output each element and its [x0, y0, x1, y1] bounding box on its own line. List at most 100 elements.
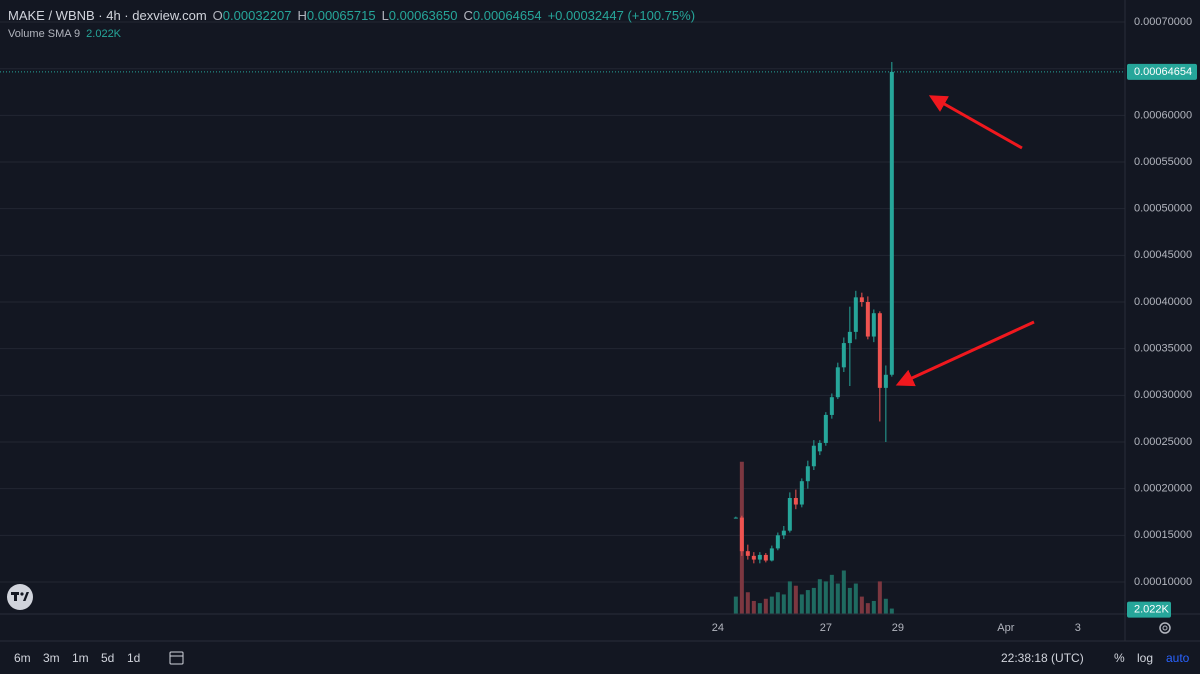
range-button[interactable]: 1d — [127, 651, 141, 665]
volume-bar — [883, 598, 888, 614]
volume-bar — [763, 598, 768, 614]
x-tick-label: 24 — [712, 622, 724, 634]
volume-bar — [871, 600, 876, 614]
volume-bar — [751, 600, 756, 614]
volume-legend: Volume SMA 9 2.022K — [8, 28, 121, 40]
volume-bar — [805, 590, 810, 614]
candle-body — [823, 414, 828, 443]
volume-bar — [769, 596, 774, 614]
volume-bar — [841, 570, 846, 614]
y-tick-label: 0.00030000 — [1134, 389, 1192, 401]
volume-bar — [847, 587, 852, 614]
legend-key: O — [212, 8, 223, 23]
candle-body — [841, 343, 846, 368]
volume-bar — [757, 603, 762, 614]
scale-option[interactable]: log — [1137, 651, 1154, 665]
candle-body — [871, 313, 876, 337]
candle-body — [745, 551, 750, 556]
candle-body — [769, 548, 774, 561]
legend-value: 0.00063650 — [388, 8, 458, 23]
volume-bar — [799, 594, 804, 614]
candle-body — [883, 374, 888, 388]
candle-body — [847, 331, 852, 344]
settings-icon[interactable] — [1159, 622, 1171, 634]
candle-body — [787, 497, 792, 531]
candle-body — [889, 71, 894, 375]
candle-body — [835, 367, 840, 398]
candle-body — [763, 554, 768, 561]
marks-layer — [733, 62, 894, 614]
y-tick-label: 0.00060000 — [1134, 109, 1192, 121]
scale-option[interactable]: % — [1114, 651, 1125, 665]
y-tick-label: 0.00010000 — [1134, 576, 1192, 588]
volume-sma-badge — [1127, 601, 1171, 618]
bottom-toolbar: 6m 3m 1m 5d 1d 22:38:18 (UTC)% log auto — [0, 642, 1200, 674]
volume-bar — [835, 583, 840, 614]
date-range-icon[interactable] — [169, 651, 184, 665]
legend-value: 0.00065715 — [306, 8, 376, 23]
volume-indicator-name: Volume SMA 9 — [8, 28, 81, 40]
legend-value: 0.00064654 — [472, 8, 542, 23]
volume-bar — [865, 603, 870, 614]
volume-bar — [853, 583, 858, 614]
clock: 22:38:18 (UTC) — [1001, 651, 1084, 665]
candle-body — [853, 297, 858, 332]
volume-bar — [817, 579, 822, 614]
range-button[interactable]: 6m — [14, 651, 31, 665]
candle-body — [757, 554, 762, 560]
y-tick-label: 0.00045000 — [1134, 249, 1192, 261]
candle-body — [877, 313, 882, 388]
volume-bar — [793, 585, 798, 614]
x-tick-label: Apr — [997, 622, 1014, 634]
volume-bar — [829, 574, 834, 614]
volume-bar — [733, 596, 738, 614]
volume-bar — [889, 608, 894, 614]
candle-body — [793, 497, 798, 505]
volume-bar — [781, 594, 786, 614]
scale-option[interactable]: auto — [1166, 651, 1190, 665]
legend-key: H — [297, 8, 307, 23]
range-button[interactable]: 5d — [101, 651, 115, 665]
range-button[interactable]: 3m — [43, 651, 60, 665]
x-tick-label: 3 — [1075, 622, 1081, 634]
volume-bar — [775, 592, 780, 614]
volume-bar — [877, 581, 882, 614]
y-tick-label: 0.00040000 — [1134, 296, 1192, 308]
candle-body — [865, 302, 870, 337]
candle-body — [799, 481, 804, 505]
annotation-arrow — [928, 95, 1023, 150]
candle-body — [751, 555, 756, 560]
candle-body — [829, 397, 834, 415]
range-button[interactable]: 1m — [72, 651, 89, 665]
last-price-badge — [1127, 63, 1197, 80]
candle-body — [775, 535, 780, 549]
grid-layer — [0, 21, 1125, 583]
legend-key: C — [463, 8, 473, 23]
y-tick-label: 0.00035000 — [1134, 343, 1192, 355]
candle-body — [733, 517, 738, 519]
volume-bar — [787, 581, 792, 614]
y-tick-label: 0.00070000 — [1134, 16, 1192, 28]
volume-bar — [823, 581, 828, 614]
candle-body — [805, 466, 810, 482]
y-tick-label: 0.00020000 — [1134, 483, 1192, 495]
symbol-legend: MAKE / WBNB · 4h · dexview.com O0.0003220… — [8, 7, 695, 25]
x-tick-label: 27 — [820, 622, 832, 634]
volume-sma-value: 2.022K — [86, 28, 122, 40]
legend-value: 0.00032207 — [222, 8, 292, 23]
y-tick-label: 0.00055000 — [1134, 156, 1192, 168]
volume-bar — [745, 592, 750, 614]
volume-sma-label: 2.022K — [1134, 604, 1170, 616]
candle-body — [739, 517, 744, 552]
legend-change: +0.00032447 (+100.75%) — [547, 8, 696, 23]
legend-key: L — [381, 8, 389, 23]
candle-body — [859, 297, 864, 303]
volume-bar — [859, 596, 864, 614]
candle-body — [811, 445, 816, 467]
symbol-title: MAKE / WBNB · 4h · dexview.com — [8, 8, 207, 23]
x-tick-label: 29 — [892, 622, 904, 634]
y-tick-label: 0.00025000 — [1134, 436, 1192, 448]
candle-body — [817, 442, 822, 452]
